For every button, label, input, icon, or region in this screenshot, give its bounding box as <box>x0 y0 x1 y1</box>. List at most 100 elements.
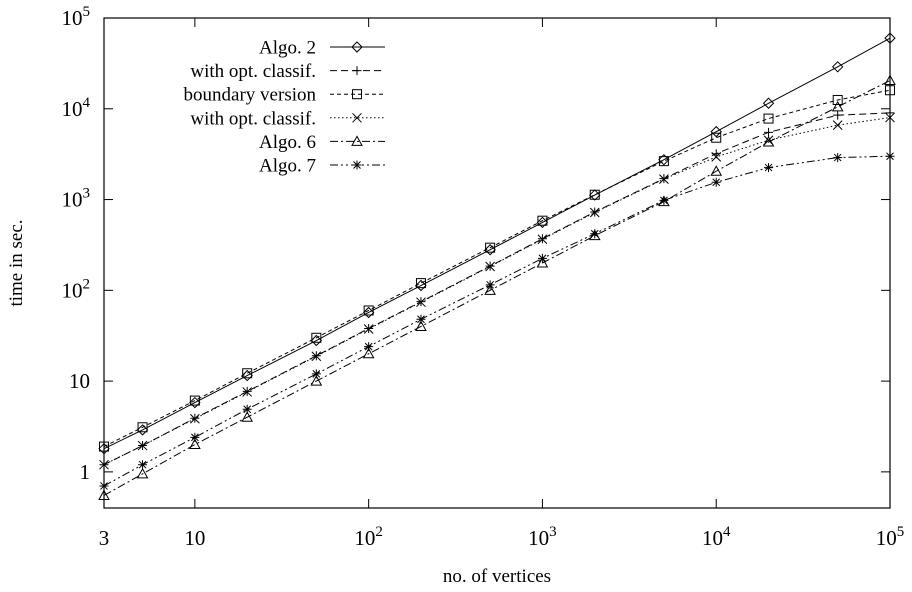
square-marker <box>137 422 148 433</box>
series-line <box>103 80 891 496</box>
star-marker <box>138 460 148 470</box>
series-line <box>103 155 891 487</box>
square-marker <box>832 94 843 105</box>
star-marker <box>659 195 669 205</box>
x-tick-label: 104 <box>702 524 731 550</box>
square-marker <box>763 113 774 124</box>
triangle-marker <box>484 284 496 295</box>
plus-marker <box>352 66 362 76</box>
x-axis-title: no. of vertices <box>443 566 551 587</box>
star-marker <box>352 160 362 170</box>
legend-label: boundary version <box>184 85 317 106</box>
diamond-marker <box>362 306 375 319</box>
series-line <box>103 112 891 466</box>
star-marker <box>364 342 374 352</box>
cross-marker <box>711 152 722 162</box>
square-marker <box>363 305 374 316</box>
cross-marker <box>137 440 148 451</box>
axis-tick-labels: 3 10 102 103 104 105 1 10 102 103 104 105 <box>62 4 905 550</box>
star-marker <box>833 153 843 163</box>
triangle-marker <box>98 489 110 500</box>
square-marker <box>242 368 253 379</box>
star-marker <box>190 432 200 442</box>
diamond-marker <box>415 279 427 292</box>
series-line <box>103 37 891 450</box>
triangle-marker <box>762 136 775 147</box>
triangle-marker <box>831 100 844 112</box>
series-1 <box>98 32 896 455</box>
diamond-marker <box>762 97 775 109</box>
star-marker <box>711 177 721 187</box>
x-tick-label: 3 <box>99 526 110 550</box>
square-marker <box>885 85 895 96</box>
diamond-marker <box>884 32 896 44</box>
square-marker <box>352 89 362 100</box>
plus-marker <box>885 108 895 118</box>
legend-item: with opt. classif. <box>190 61 385 82</box>
square-marker <box>311 332 322 343</box>
series-layer <box>98 32 896 500</box>
star-marker <box>885 151 895 161</box>
square-marker <box>99 441 109 452</box>
triangle-marker <box>884 74 896 85</box>
star-marker <box>242 404 252 414</box>
diamond-marker <box>536 216 549 229</box>
square-marker <box>537 215 548 226</box>
cross-marker <box>832 120 843 131</box>
x-tick-label: 103 <box>528 524 557 550</box>
triangle-marker <box>189 438 201 450</box>
triangle-marker <box>415 320 427 331</box>
legend-label: Algo. 6 <box>259 132 316 153</box>
diamond-marker <box>484 244 496 256</box>
legend-item: Algo. 6 <box>259 132 385 153</box>
triangle-marker <box>310 375 323 386</box>
cross-marker <box>99 459 109 470</box>
axis-ticks <box>103 17 891 508</box>
cross-marker <box>885 112 895 123</box>
cross-marker <box>485 261 495 272</box>
star-marker <box>537 253 547 263</box>
x-tick-label: 102 <box>354 524 383 550</box>
series-4 <box>99 112 895 470</box>
plot-frame <box>103 17 891 509</box>
y-axis-title: time in sec. <box>6 219 27 306</box>
cross-marker <box>242 387 253 397</box>
legend-label: with opt. classif. <box>190 108 316 129</box>
cross-marker <box>416 297 426 308</box>
legend-item: with opt. classif. <box>190 108 385 129</box>
star-marker <box>99 481 109 491</box>
diamond-marker <box>831 61 844 73</box>
legend-label: Algo. 7 <box>259 156 316 177</box>
square-marker <box>189 395 200 406</box>
cross-marker <box>659 174 669 184</box>
plus-marker <box>764 127 774 137</box>
star-marker <box>311 369 321 379</box>
triangle-marker <box>710 165 723 176</box>
diamond-marker <box>98 442 110 455</box>
legend-label: with opt. classif. <box>190 61 316 82</box>
series-5 <box>98 74 896 500</box>
legend-item: Algo. 2 <box>259 38 385 59</box>
star-marker <box>485 280 495 290</box>
diamond-marker <box>310 334 323 347</box>
triangle-marker <box>351 135 363 146</box>
series-3 <box>99 85 895 452</box>
x-tick-label: 10 <box>184 526 205 550</box>
diamond-marker <box>189 396 201 409</box>
y-tick-label: 102 <box>62 276 91 302</box>
cross-marker <box>311 351 322 362</box>
x-tick-label: 105 <box>876 524 905 550</box>
diamond-marker <box>351 41 363 53</box>
cross-marker <box>190 413 200 424</box>
diamond-marker <box>658 153 670 166</box>
series-line <box>103 89 891 448</box>
y-tick-label: 103 <box>62 186 91 212</box>
cross-marker <box>363 324 374 334</box>
series-line <box>103 117 891 466</box>
square-marker <box>415 278 426 289</box>
diamond-marker <box>241 369 253 382</box>
star-marker <box>764 163 774 173</box>
square-marker <box>589 189 600 200</box>
